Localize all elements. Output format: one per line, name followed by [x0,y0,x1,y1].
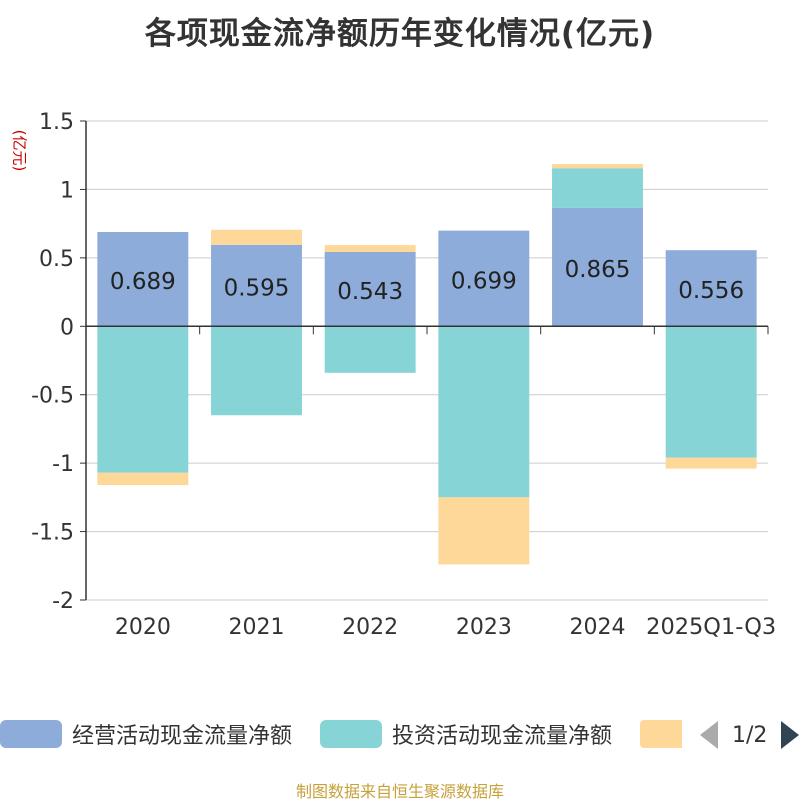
legend-item-operating[interactable]: 经营活动现金流量净额 [0,714,292,754]
legend-prev-arrow-icon[interactable] [700,721,718,749]
x-tick-label: 2023 [456,615,512,640]
bar-operating [665,250,757,327]
bar-operating [324,251,416,327]
bar-data-label: 0.595 [224,276,290,302]
x-tick-label: 2021 [229,615,285,640]
bar-data-label: 0.556 [678,278,744,304]
y-tick-label: 0 [60,315,74,340]
legend-item-investing[interactable]: 投资活动现金流量净额 [320,714,612,754]
y-tick-label: -0.5 [31,384,74,409]
bar-data-label: 0.689 [110,269,176,295]
y-tick-label: 0.5 [39,247,74,272]
bar-operating [97,231,189,327]
y-tick-label: -1 [52,452,74,477]
bar-financing [97,472,189,486]
x-tick-label: 2024 [570,615,626,640]
bar-data-label: 0.699 [451,268,517,294]
bar-investing [211,326,302,416]
data-source-note: 制图数据来自恒生聚源数据库 [295,782,504,800]
bar-financing [552,164,643,169]
bar-investing [438,326,530,498]
bar-investing [665,326,757,458]
legend-swatch-financing [640,720,682,748]
legend: 经营活动现金流量净额 投资活动现金流量净额 1/2 [0,714,800,754]
bar-data-label: 0.543 [337,279,403,305]
bar-financing [438,497,530,565]
bar-financing [324,245,416,252]
y-tick-label: 1 [60,178,74,203]
bar-financing [211,229,302,245]
legend-label-investing: 投资活动现金流量净额 [392,724,613,749]
bar-investing [324,326,416,373]
x-tick-label: 2025Q1-Q3 [646,615,776,640]
x-tick-label: 2020 [115,615,171,640]
legend-next-arrow-icon[interactable] [781,721,800,749]
bar-investing [97,326,189,473]
legend-swatch-operating [0,720,62,748]
bar-operating [211,244,302,327]
y-tick-label: -1.5 [31,521,74,546]
chart-canvas: 1.5 1 0.5 0 -0.5 -1 -1.5 -2 0.689 0.595 0.543 0.699… [31,110,776,640]
bar-investing [552,168,643,208]
chart-title: 各项现金流净额历年变化情况(亿元) [144,16,656,52]
bar-financing [665,457,757,469]
legend-item-financing[interactable] [640,714,692,754]
y-tick-label: -2 [52,589,74,614]
y-tick-label: 1.5 [39,110,74,135]
legend-pager: 1/2 [700,718,800,752]
bar-operating [438,230,530,327]
x-tick-label: 2022 [342,615,398,640]
legend-label-operating: 经营活动现金流量净额 [72,724,293,749]
bar-data-label: 0.865 [565,257,631,283]
legend-page-indicator: 1/2 [732,722,768,748]
bar-operating [552,207,643,327]
legend-swatch-investing [320,720,382,748]
